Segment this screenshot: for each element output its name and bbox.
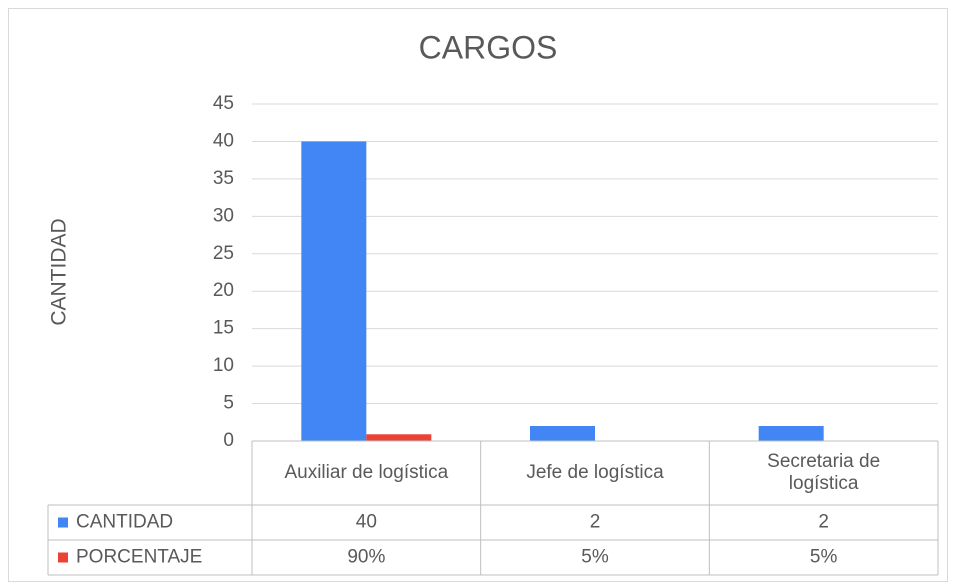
- y-tick-label: 30: [213, 205, 234, 226]
- x-tick-label: Jefe de logística: [526, 462, 664, 483]
- chart-title: CARGOS: [419, 29, 558, 65]
- bar: [301, 141, 367, 441]
- y-axis-label: CANTIDAD: [48, 218, 71, 325]
- y-tick-label: 40: [213, 130, 234, 151]
- y-tick-label: 25: [213, 243, 234, 264]
- table-value: 5%: [810, 547, 838, 568]
- y-tick-label: 45: [213, 93, 234, 114]
- table-value: 90%: [347, 547, 385, 568]
- category-cell: Jefe de logística: [526, 462, 664, 483]
- table-value: 40: [356, 512, 377, 533]
- y-tick-label: 20: [213, 280, 234, 301]
- table-value: 2: [590, 512, 601, 533]
- y-tick-label: 0: [223, 430, 234, 451]
- legend-label: PORCENTAJE: [76, 547, 202, 568]
- y-tick-label: 15: [213, 318, 234, 339]
- category-cell: Secretaria de logística: [767, 451, 881, 494]
- x-tick-label: Secretaria de logística: [767, 451, 881, 494]
- bar: [366, 434, 432, 441]
- legend-key: [58, 517, 68, 528]
- table-value: 5%: [581, 547, 609, 568]
- legend-label: CANTIDAD: [76, 512, 173, 533]
- table-value: 2: [818, 512, 829, 533]
- bar: [758, 426, 824, 441]
- legend-key: [58, 552, 68, 563]
- category-cell: Auxiliar de logística: [284, 462, 449, 483]
- y-tick-label: 5: [223, 393, 234, 414]
- y-tick-label: 35: [213, 168, 234, 189]
- y-tick-label: 10: [213, 355, 234, 376]
- x-tick-label: Auxiliar de logística: [284, 462, 449, 483]
- bar: [530, 426, 595, 441]
